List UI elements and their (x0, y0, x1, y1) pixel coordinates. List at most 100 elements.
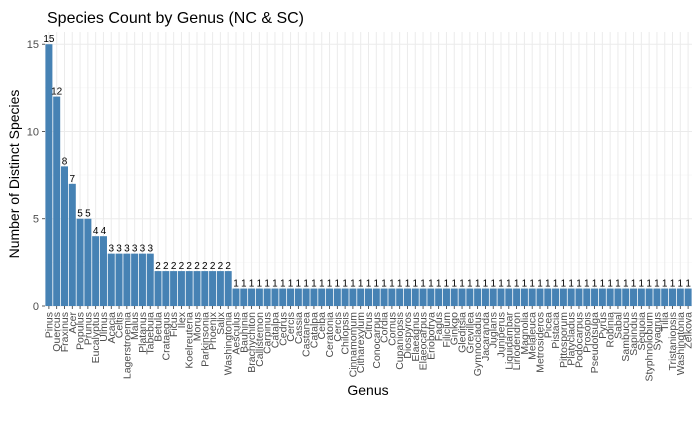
bar (364, 288, 373, 306)
bar-value-label: 1 (327, 279, 333, 290)
bar-value-label: 5 (77, 209, 83, 220)
x-tick-label: Sequoia (636, 312, 648, 351)
bar (263, 288, 271, 306)
x-tick-label: Tristaniopsis (667, 312, 679, 371)
x-tick-label: Podocarpus (573, 312, 585, 368)
x-tick-label: Parkinsonia (199, 312, 211, 367)
bar-value-label: 1 (233, 279, 239, 290)
bar (333, 288, 341, 306)
bar (193, 271, 201, 306)
bar (513, 288, 521, 306)
bar (380, 288, 388, 306)
x-tick-label: Sapindus (628, 312, 640, 356)
x-tick-label: Juglans (488, 312, 500, 348)
bar (216, 271, 224, 306)
x-tick-label: Zelkova (683, 312, 695, 349)
bar-value-label: 1 (381, 279, 387, 290)
x-tick-label: Ginkgo (449, 312, 461, 345)
x-tick-label: Jacaranda (480, 312, 492, 361)
bar (310, 288, 318, 306)
bar-value-label: 3 (124, 244, 130, 255)
bar-value-label: 2 (218, 261, 224, 272)
bar (497, 288, 505, 306)
bar (53, 96, 61, 307)
bar-value-label: 1 (522, 279, 528, 290)
x-tick-label: Syagrus (651, 312, 663, 351)
bar-value-label: 1 (514, 279, 520, 290)
x-tick-label: Elaeagnus (410, 312, 422, 362)
x-tick-label: Liriodendron (511, 312, 523, 371)
x-tick-label: Malus (129, 312, 141, 340)
bar (606, 288, 614, 306)
bar-value-label: 1 (374, 279, 380, 290)
bar-value-label: 2 (163, 261, 169, 272)
bar (427, 288, 435, 306)
x-tick-label: Catalpa (269, 312, 281, 348)
bar-value-label: 4 (101, 226, 107, 237)
bar-value-label: 1 (475, 279, 481, 290)
bar (630, 288, 638, 306)
bar-value-label: 2 (186, 261, 192, 272)
bar (146, 253, 154, 306)
bar (536, 288, 544, 306)
bar-value-label: 1 (654, 279, 660, 290)
bar (123, 253, 131, 306)
bar-value-label: 1 (358, 279, 364, 290)
x-tick-label: Platycladus (566, 312, 578, 366)
bar-value-label: 1 (436, 279, 442, 290)
x-tick-label: Citharexylum (355, 312, 367, 374)
bar-value-label: 1 (561, 279, 567, 290)
x-tick-label: Betula (153, 312, 165, 342)
bar-value-label: 2 (155, 261, 161, 272)
y-tick-label: 15 (27, 39, 39, 51)
bar-value-label: 2 (202, 261, 208, 272)
chart-title: Species Count by Genus (NC & SC) (47, 10, 304, 27)
bar-value-label: 1 (678, 279, 684, 290)
bar (474, 288, 482, 306)
bar (341, 288, 349, 306)
bar-value-label: 1 (366, 279, 372, 290)
x-tick-label: Sambucus (620, 312, 632, 362)
bar-value-label: 2 (171, 261, 177, 272)
bar-value-label: 8 (62, 156, 68, 167)
x-tick-label: Cornus (386, 312, 398, 346)
bar (622, 288, 630, 306)
x-tick-label: Ulmus (98, 312, 110, 342)
bar (544, 288, 552, 306)
x-tick-label: Gleditsia (457, 312, 469, 353)
bar (107, 253, 115, 306)
grid (45, 32, 692, 307)
bar (349, 288, 357, 306)
x-tick-label: Conocarpus (371, 312, 383, 369)
bar (60, 166, 68, 306)
x-tick-label: Lagerstroemia (121, 312, 133, 379)
x-tick-label: Phoenix (207, 311, 219, 350)
x-tick-label: Magnolia (519, 312, 531, 355)
bar-value-label: 1 (272, 279, 278, 290)
bar-value-label: 1 (506, 279, 512, 290)
x-tick-label: Melaleuca (527, 312, 539, 360)
bar (411, 288, 419, 306)
x-tick-label: Filicium (441, 312, 453, 348)
bar-value-label: 1 (483, 279, 489, 290)
bar (614, 288, 622, 306)
x-tick-label: Prosopis (581, 312, 593, 353)
bar (505, 288, 513, 306)
x-tick-label: Celtis (114, 312, 126, 338)
bar (575, 288, 583, 306)
x-tick-label: Eucalyptus (90, 312, 102, 363)
x-tick-label: Cupaniopsis (394, 312, 406, 370)
bar-value-label: 1 (249, 279, 255, 290)
x-tick-label: Pistacia (550, 312, 562, 349)
bar (115, 253, 123, 306)
bar (669, 288, 677, 306)
x-tick-label: Washingtonia (223, 312, 235, 375)
bar (232, 288, 240, 306)
bar-value-label: 1 (420, 279, 426, 290)
x-tick-label: Cercis (332, 312, 344, 342)
bar-value-label: 5 (85, 209, 91, 220)
bar-value-label: 1 (670, 279, 676, 290)
x-tick-label: Carpinus (262, 312, 274, 354)
